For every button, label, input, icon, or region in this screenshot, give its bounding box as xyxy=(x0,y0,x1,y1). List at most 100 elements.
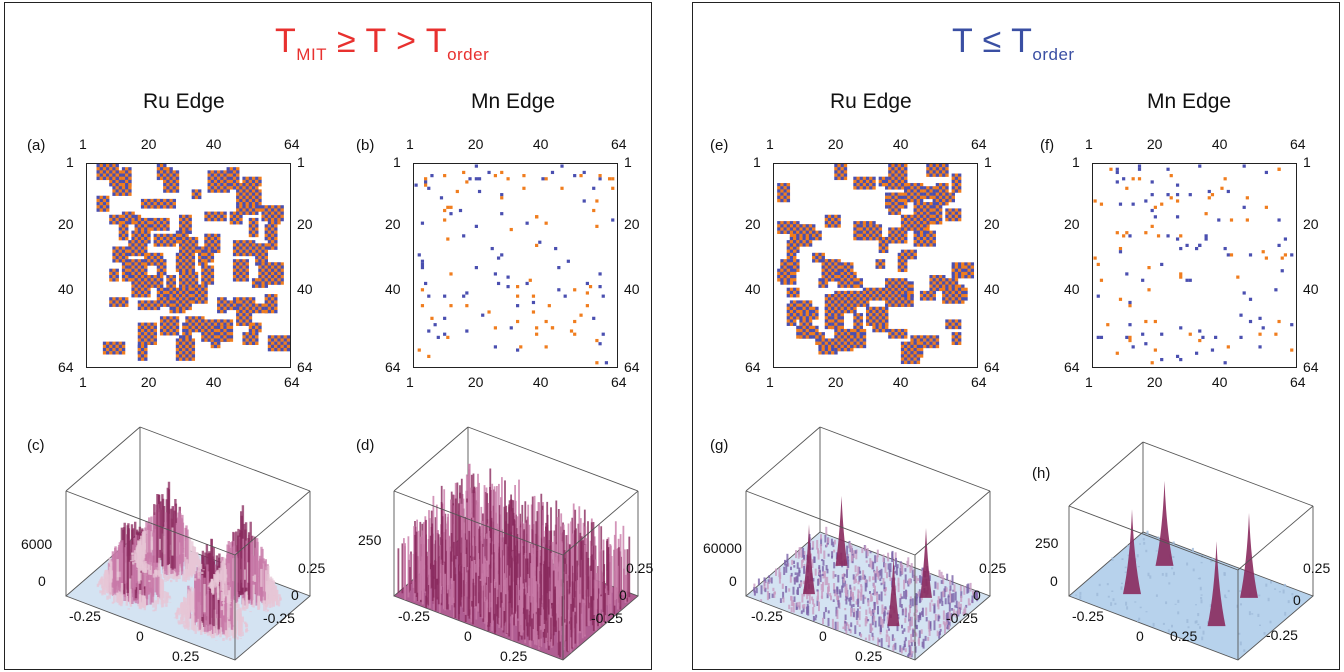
map-cell xyxy=(954,173,959,177)
map-cell xyxy=(159,233,164,238)
map-cell xyxy=(277,217,281,222)
map-cell xyxy=(191,325,196,330)
map-cell xyxy=(255,183,259,187)
map-bottom-tick: 64 xyxy=(611,374,627,390)
map-cell xyxy=(846,271,851,276)
map-cell xyxy=(163,297,167,301)
map-cell xyxy=(204,284,208,288)
map-cell xyxy=(919,221,924,225)
map-cell xyxy=(840,275,844,279)
map-cell xyxy=(904,205,908,209)
map-cell xyxy=(894,284,898,288)
map-cell xyxy=(865,309,870,314)
map-cell xyxy=(204,265,208,269)
map-cell xyxy=(824,341,829,345)
map-cell xyxy=(786,230,791,234)
map-cell xyxy=(783,221,787,225)
map-cell xyxy=(239,208,243,212)
map-cell xyxy=(280,278,284,282)
map-cell xyxy=(109,214,113,219)
map-cell xyxy=(805,319,810,323)
map-cell xyxy=(929,341,933,345)
map-cell xyxy=(942,284,946,288)
map-cell xyxy=(907,290,911,295)
map-cell xyxy=(283,344,288,349)
map-cell xyxy=(267,338,272,342)
map-cell xyxy=(236,243,240,247)
map-cell xyxy=(907,354,911,358)
map-cell xyxy=(210,252,215,257)
map-cell xyxy=(859,322,864,326)
map-dot xyxy=(588,285,593,289)
map-cell xyxy=(926,236,930,241)
map-cell xyxy=(926,230,930,234)
map-cell xyxy=(885,195,889,200)
map-cell xyxy=(258,192,262,196)
map-cell xyxy=(897,297,902,301)
map-cell xyxy=(951,189,955,193)
map-dot xyxy=(500,212,504,216)
map-cell xyxy=(856,281,860,285)
map-cell xyxy=(207,176,211,181)
map-cell xyxy=(236,189,240,193)
map-cell xyxy=(891,236,895,241)
map-cell xyxy=(150,278,154,282)
map-cell xyxy=(153,252,157,257)
map-cell xyxy=(191,268,196,273)
map-cell xyxy=(885,246,889,250)
map-cell xyxy=(178,275,183,279)
map-cell xyxy=(239,306,243,311)
map-cell xyxy=(251,192,256,196)
map-cell xyxy=(264,208,268,212)
map-cell xyxy=(242,278,246,282)
map-cell xyxy=(144,240,148,244)
map-cell xyxy=(856,221,860,225)
map-cell xyxy=(926,290,930,295)
map-right-tick: 40 xyxy=(1303,280,1319,297)
map-cell xyxy=(194,284,199,288)
map-cell xyxy=(144,224,148,228)
map-cell xyxy=(802,303,806,307)
map-cell xyxy=(938,208,943,212)
map-cell xyxy=(144,202,148,206)
map-cell xyxy=(865,236,870,241)
map-dot xyxy=(443,316,447,320)
map-cell xyxy=(210,255,215,260)
map-cell xyxy=(270,309,275,314)
map-cell xyxy=(169,281,173,285)
map-cell xyxy=(156,198,161,203)
map-cell xyxy=(166,316,170,320)
map-cell xyxy=(919,202,924,206)
map-cell xyxy=(923,202,927,206)
map-cell xyxy=(147,287,151,292)
map-cell xyxy=(799,332,803,336)
map-cell xyxy=(780,262,784,266)
map-cell xyxy=(961,271,965,276)
map-cell xyxy=(153,262,157,266)
map-cell xyxy=(891,176,895,181)
map-cell xyxy=(166,167,170,171)
map-cell xyxy=(865,313,870,317)
map-cell xyxy=(831,300,835,304)
map-cell xyxy=(245,252,249,257)
map-cell xyxy=(115,300,119,304)
map-cell xyxy=(945,186,949,190)
map-cell xyxy=(223,214,227,219)
map-cell xyxy=(796,249,800,254)
map-cell xyxy=(223,300,227,304)
map-cell xyxy=(248,211,253,215)
map-cell xyxy=(916,189,921,193)
map-cell xyxy=(840,271,844,276)
map-cell xyxy=(102,173,107,177)
map-cell xyxy=(242,179,246,184)
map-cell xyxy=(201,249,205,254)
map-cell xyxy=(926,205,930,209)
map-cell xyxy=(802,236,806,241)
map-cell xyxy=(872,230,876,234)
map-cell xyxy=(916,351,921,355)
map-cell xyxy=(264,249,268,254)
map-dot xyxy=(1242,164,1246,168)
map-cell xyxy=(210,249,215,254)
map-cell xyxy=(957,265,962,269)
map-cell xyxy=(223,179,227,184)
